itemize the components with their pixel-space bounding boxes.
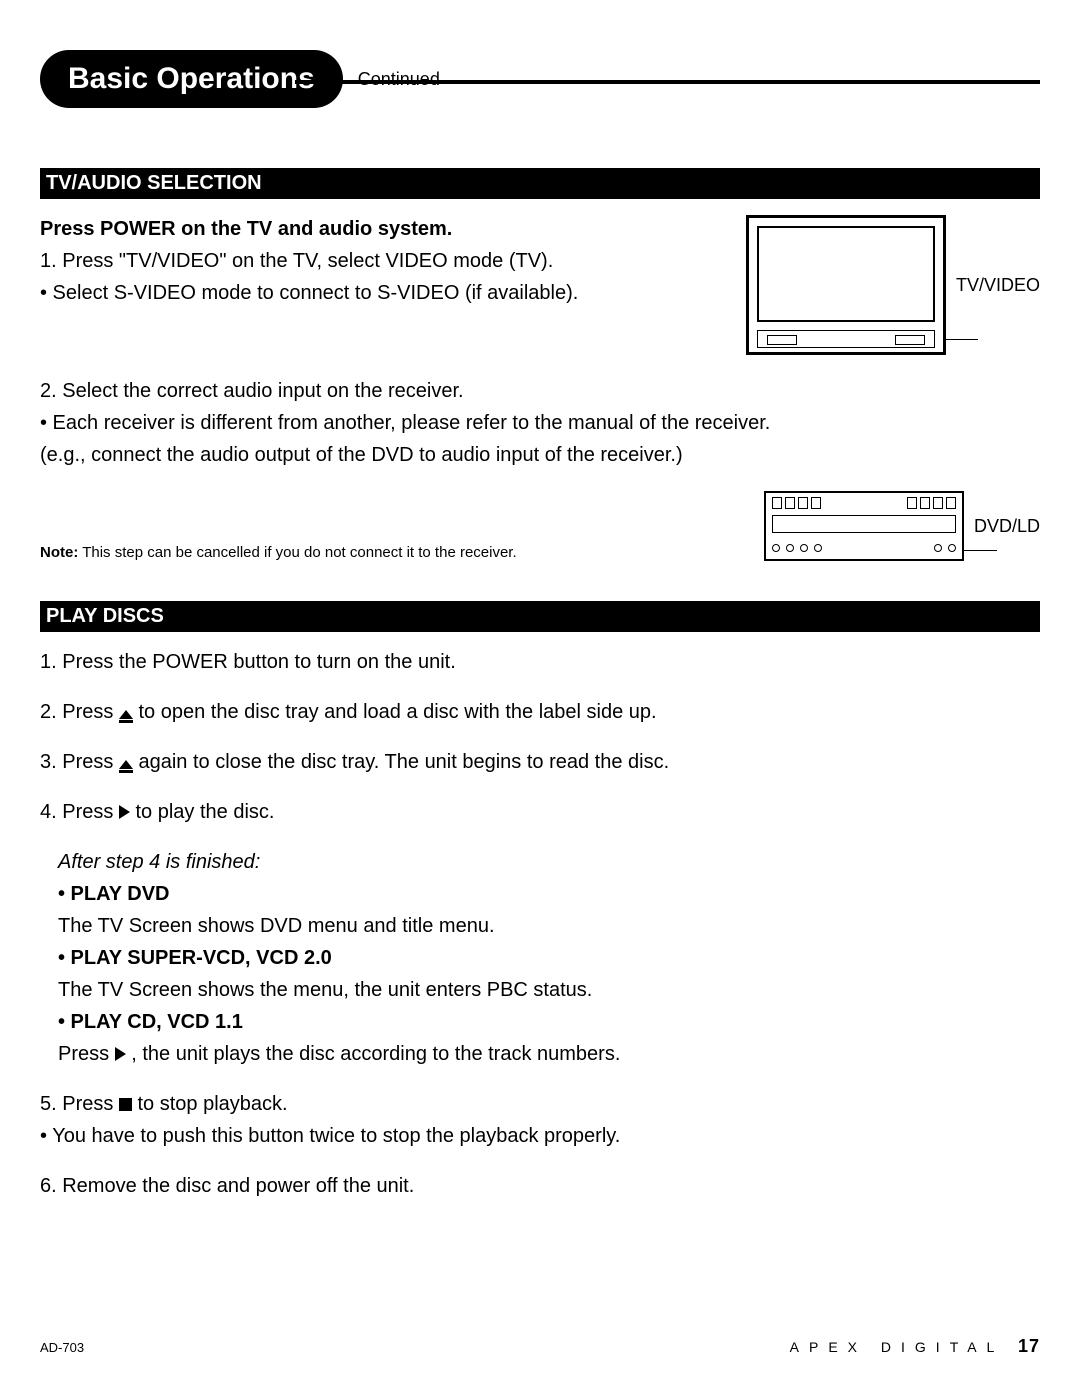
- pd-step2b: to open the disc tray and load a disc wi…: [133, 701, 657, 723]
- play-svcd-h: • PLAY SUPER-VCD, VCD 2.0: [58, 944, 1040, 972]
- tv-figure-group: TV/VIDEO: [746, 215, 1040, 355]
- play-icon: [115, 1047, 126, 1061]
- page-title-pill: Basic Operations: [40, 50, 343, 108]
- play-dvd-t: The TV Screen shows DVD menu and title m…: [58, 912, 1040, 940]
- tv-audio-text2: 2. Select the correct audio input on the…: [40, 377, 1040, 469]
- step1: 1. Press "TV/VIDEO" on the TV, select VI…: [40, 247, 716, 275]
- brand-name: APEX DIGITAL: [790, 1339, 1005, 1355]
- section-heading-tv-audio: TV/AUDIO SELECTION: [40, 168, 1040, 199]
- note-label: Note:: [40, 544, 78, 561]
- header-row: Basic Operations Continued: [40, 50, 1040, 108]
- tv-illustration: [746, 215, 946, 355]
- eject-icon: [119, 760, 133, 769]
- section-play-discs: PLAY DISCS 1. Press the POWER button to …: [40, 601, 1040, 1200]
- pd-step2a: 2. Press: [40, 701, 119, 723]
- pd-step4: 4. Press to play the disc.: [40, 798, 1040, 826]
- tv-audio-text1: Press POWER on the TV and audio system. …: [40, 215, 716, 311]
- after4-label: After step 4 is finished:: [58, 848, 1040, 876]
- section-heading-play-discs: PLAY DISCS: [40, 601, 1040, 632]
- note-line: Note: This step can be cancelled if you …: [40, 544, 734, 561]
- pd-step5a: 5. Press: [40, 1093, 119, 1115]
- eject-icon: [119, 710, 133, 719]
- pd-step1: 1. Press the POWER button to turn on the…: [40, 648, 1040, 676]
- play-svcd-t: The TV Screen shows the menu, the unit e…: [58, 976, 1040, 1004]
- model-number: AD-703: [40, 1340, 84, 1355]
- bullet-receiver: • Each receiver is different from anothe…: [40, 409, 1040, 437]
- note-wrap: Note: This step can be cancelled if you …: [40, 532, 734, 561]
- header-divider: [295, 80, 1040, 84]
- play-cd-t: Press , the unit plays the disc accordin…: [58, 1040, 1040, 1068]
- pd-step5b: to stop playback.: [132, 1093, 288, 1115]
- continued-label: Continued: [358, 69, 440, 90]
- section-tv-audio: TV/AUDIO SELECTION Press POWER on the TV…: [40, 168, 1040, 561]
- play-cd-h: • PLAY CD, VCD 1.1: [58, 1008, 1040, 1036]
- pd-step3a: 3. Press: [40, 751, 119, 773]
- after-step4-block: After step 4 is finished: • PLAY DVD The…: [58, 848, 1040, 1068]
- pd-step3b: again to close the disc tray. The unit b…: [133, 751, 669, 773]
- pd-step4b: to play the disc.: [130, 801, 275, 823]
- bullet-svideo: • Select S-VIDEO mode to connect to S-VI…: [40, 279, 716, 307]
- receiver-row: Note: This step can be cancelled if you …: [40, 491, 1040, 561]
- receiver-illustration: [764, 491, 964, 561]
- stop-icon: [119, 1098, 132, 1111]
- play-dvd-h: • PLAY DVD: [58, 880, 1040, 908]
- play-discs-body: 1. Press the POWER button to turn on the…: [40, 648, 1040, 1200]
- pd-step3: 3. Press again to close the disc tray. T…: [40, 748, 1040, 776]
- pd-bullet5: • You have to push this button twice to …: [40, 1122, 1040, 1150]
- example-text: (e.g., connect the audio output of the D…: [40, 441, 1040, 469]
- page-footer: AD-703 APEX DIGITAL 17: [40, 1336, 1040, 1357]
- tv-figure-label: TV/VIDEO: [956, 275, 1040, 296]
- pd-step5: 5. Press to stop playback.: [40, 1090, 1040, 1118]
- note-text: This step can be cancelled if you do not…: [78, 544, 516, 561]
- receiver-figure-group: DVD/LD: [764, 491, 1040, 561]
- pd-step4a: 4. Press: [40, 801, 119, 823]
- footer-right: APEX DIGITAL 17: [790, 1336, 1040, 1357]
- play-icon: [119, 805, 130, 819]
- page-number: 17: [1018, 1336, 1040, 1356]
- step2: 2. Select the correct audio input on the…: [40, 377, 1040, 405]
- tv-audio-row1: Press POWER on the TV and audio system. …: [40, 215, 1040, 355]
- play-cd-ta: Press: [58, 1043, 115, 1065]
- receiver-figure-label: DVD/LD: [974, 516, 1040, 537]
- play-cd-tb: , the unit plays the disc according to t…: [126, 1043, 621, 1065]
- pd-step2: 2. Press to open the disc tray and load …: [40, 698, 1040, 726]
- pd-step6: 6. Remove the disc and power off the uni…: [40, 1172, 1040, 1200]
- lead-instruction: Press POWER on the TV and audio system.: [40, 215, 716, 243]
